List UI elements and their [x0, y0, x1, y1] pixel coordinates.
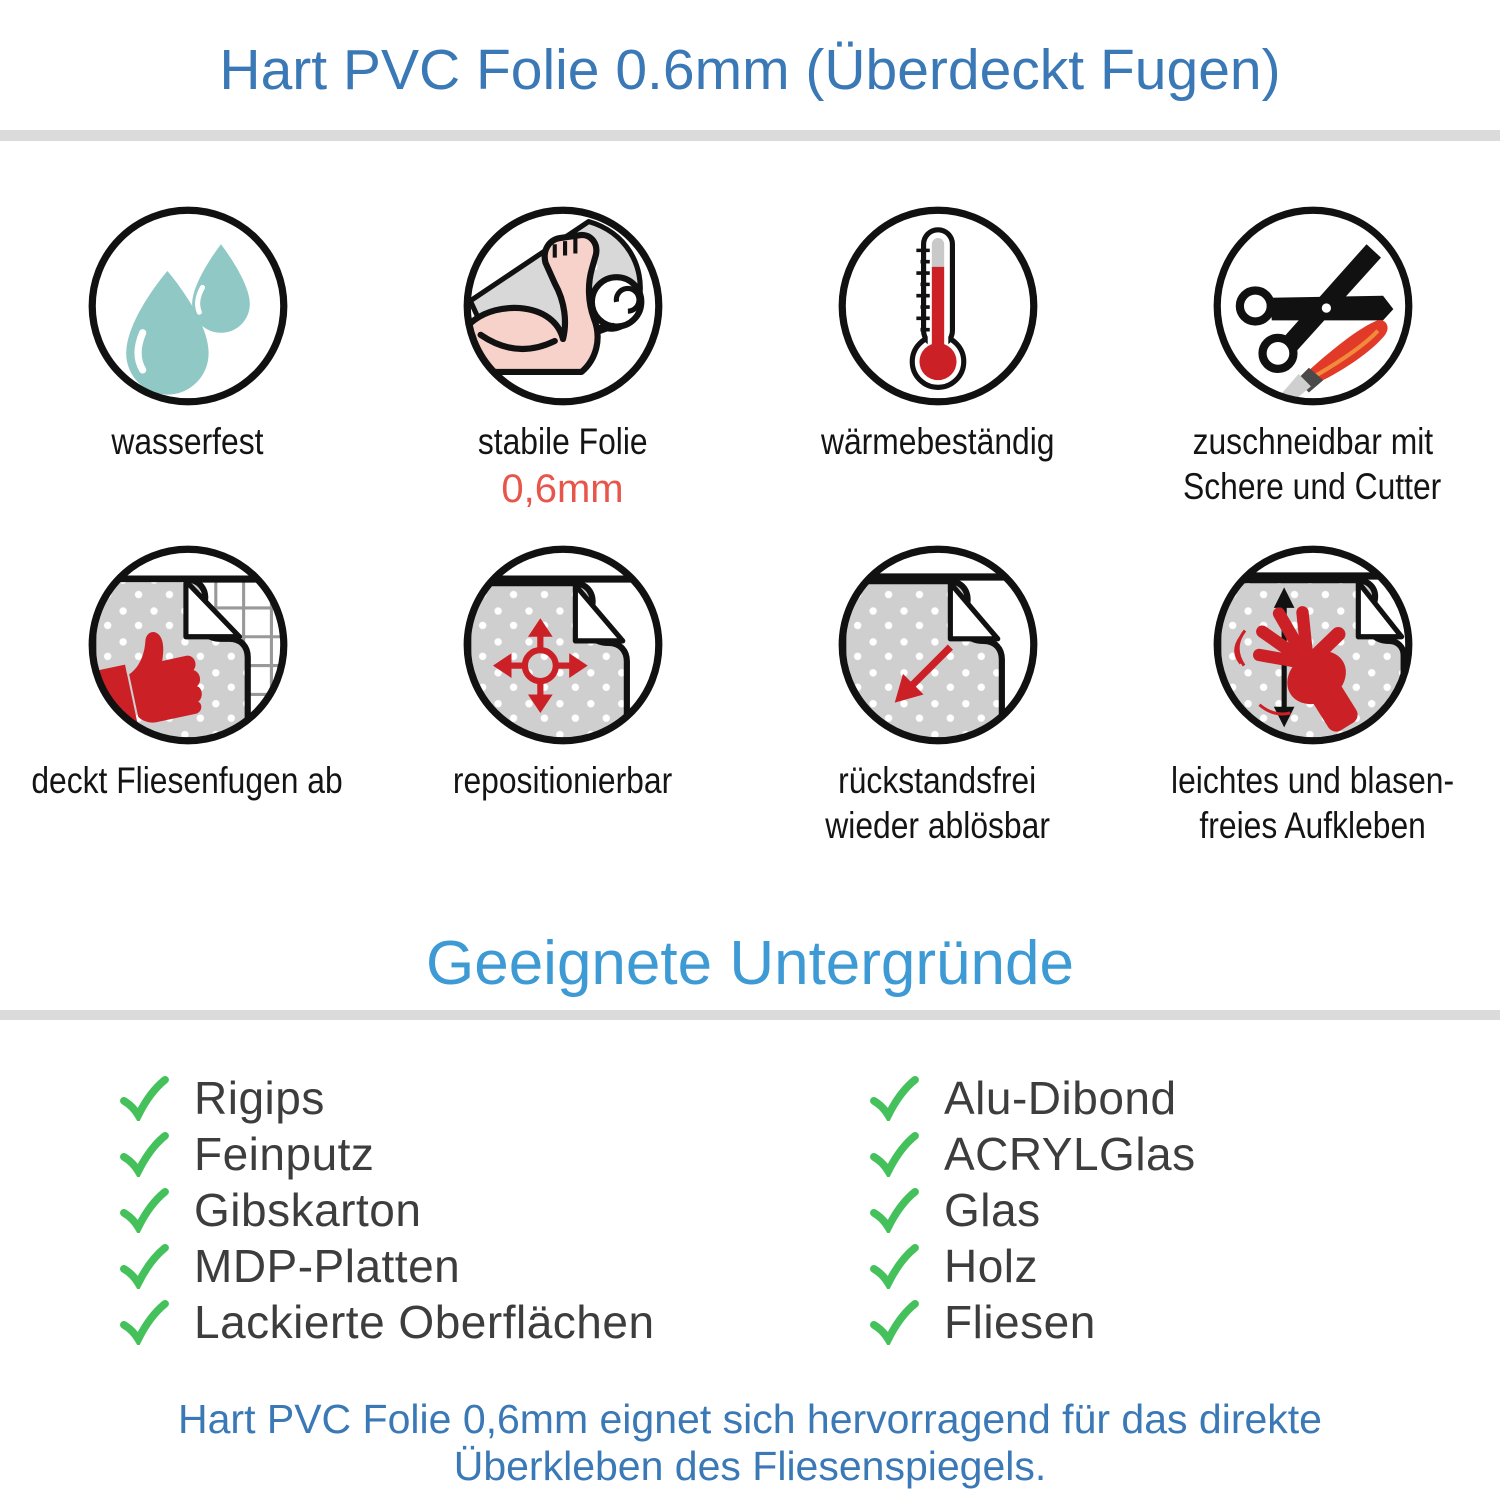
- substrate-item: Glas: [868, 1184, 1196, 1236]
- feature-caption: leichtes und blasen-: [1170, 760, 1455, 801]
- substrate-label: MDP-Platten: [194, 1240, 461, 1292]
- substrate-item: Gibskarton: [118, 1184, 758, 1236]
- check-icon: [120, 1299, 169, 1345]
- substrate-item: MDP-Platten: [118, 1240, 758, 1292]
- feature-caption: rückstandsfrei: [838, 760, 1037, 801]
- substrate-label: ACRYLGlas: [944, 1128, 1196, 1180]
- substrate-label: Glas: [944, 1184, 1041, 1236]
- substrate-item: Fliesen: [868, 1296, 1196, 1348]
- feature-thickness-label: 0,6mm: [501, 467, 624, 511]
- feature-caption: stabile Folie: [477, 421, 648, 462]
- scissors-cutter-icon: [1213, 206, 1412, 406]
- footer-note: Hart PVC Folie 0,6mm eignet sich hervorr…: [0, 1396, 1500, 1490]
- page-title: Hart PVC Folie 0.6mm (Überdeckt Fugen): [219, 38, 1281, 102]
- section-title: Geeignete Untergründe: [425, 929, 1074, 998]
- substrate-item: ACRYLGlas: [868, 1128, 1196, 1180]
- feature-caption-line2: Schere und Cutter: [1183, 466, 1442, 507]
- check-icon: [870, 1187, 919, 1233]
- hand-press-foil-icon: [1213, 545, 1412, 745]
- feature-caption: repositionierbar: [452, 760, 673, 801]
- substrate-column-right: Alu-Dibond ACRYLGlas Glas Holz Fliesen: [868, 1072, 1196, 1348]
- check-icon: [120, 1243, 169, 1289]
- substrate-item: Holz: [868, 1240, 1196, 1292]
- substrate-label: Feinputz: [194, 1128, 375, 1180]
- feature-caption: wärmebeständig: [820, 421, 1055, 462]
- feature-caption: zuschneidbar mit: [1192, 421, 1433, 462]
- feature-caption-line2: wieder ablösbar: [825, 805, 1050, 846]
- feature-caption: wasserfest: [111, 421, 264, 462]
- substrate-label: Holz: [944, 1240, 1039, 1292]
- thumb-up-tiles-icon: [88, 545, 287, 745]
- check-icon: [120, 1075, 169, 1121]
- check-icon: [120, 1187, 169, 1233]
- feature-aufkleben: leichtes und blasen- freies Aufkleben: [1125, 542, 1500, 848]
- substrate-column-left: Rigips Feinputz Gibskarton MDP-Platten L…: [118, 1072, 758, 1348]
- water-drops-icon: [88, 206, 287, 406]
- feature-fliesenfugen: deckt Fliesenfugen ab: [0, 542, 375, 848]
- substrate-label: Fliesen: [944, 1296, 1096, 1348]
- thermometer-icon: [838, 206, 1037, 406]
- move-arrows-foil-icon: [463, 545, 662, 745]
- check-icon: [870, 1243, 919, 1289]
- feature-grid: wasserfest stabile Folie: [0, 203, 1500, 848]
- check-icon: [870, 1299, 919, 1345]
- substrate-label: Gibskarton: [194, 1184, 422, 1236]
- peel-arrow-foil-icon: [838, 545, 1037, 745]
- feature-zuschneidbar: zuschneidbar mit Schere und Cutter: [1125, 203, 1500, 512]
- divider-bar-section: [0, 1010, 1500, 1020]
- substrate-label: Alu-Dibond: [944, 1072, 1177, 1124]
- substrate-item: Lackierte Oberflächen: [118, 1296, 758, 1348]
- check-icon: [120, 1131, 169, 1177]
- feature-waermebestaendig: wärmebeständig: [750, 203, 1125, 512]
- footer-line-1: Hart PVC Folie 0,6mm eignet sich hervorr…: [178, 1396, 1322, 1442]
- substrate-item: Feinputz: [118, 1128, 758, 1180]
- substrate-label: Lackierte Oberflächen: [194, 1296, 655, 1348]
- check-icon: [870, 1075, 919, 1121]
- feature-caption-line2: freies Aufkleben: [1199, 805, 1426, 846]
- check-icon: [870, 1131, 919, 1177]
- divider-bar-top: [0, 130, 1500, 141]
- feature-wasserfest: wasserfest: [0, 203, 375, 512]
- strong-arm-foil-icon: [463, 206, 662, 406]
- feature-stabile-folie: stabile Folie 0,6mm: [375, 203, 750, 512]
- feature-caption: deckt Fliesenfugen ab: [31, 760, 344, 801]
- substrate-label: Rigips: [194, 1072, 325, 1124]
- feature-repositionierbar: repositionierbar: [375, 542, 750, 848]
- footer-line-2: Überkleben des Fliesenspiegels.: [453, 1443, 1047, 1489]
- substrate-item: Alu-Dibond: [868, 1072, 1196, 1124]
- substrate-item: Rigips: [118, 1072, 758, 1124]
- substrate-lists: Rigips Feinputz Gibskarton MDP-Platten L…: [0, 1072, 1500, 1348]
- feature-abloesbar: rückstandsfrei wieder ablösbar: [750, 542, 1125, 848]
